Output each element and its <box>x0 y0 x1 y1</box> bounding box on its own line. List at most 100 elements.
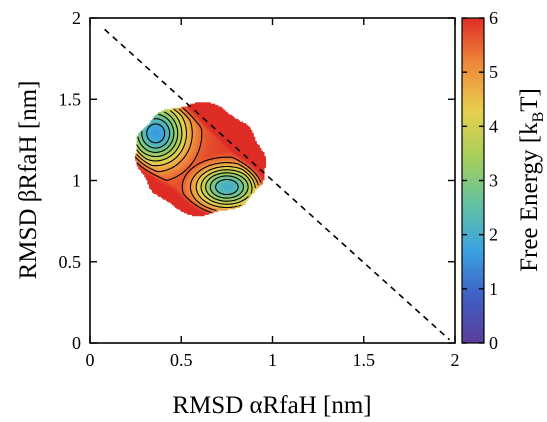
surface-cell <box>191 141 194 143</box>
surface-cell <box>208 124 211 127</box>
surface-cell <box>220 200 224 203</box>
surface-cell <box>158 165 161 168</box>
surface-cell <box>199 128 202 131</box>
surface-cell <box>228 185 231 188</box>
surface-cell <box>220 183 224 186</box>
surface-cell <box>262 172 265 175</box>
surface-cell <box>227 170 230 172</box>
surface-cell <box>185 181 188 184</box>
surface-cell <box>250 146 253 149</box>
surface-cell <box>150 127 153 130</box>
surface-cell <box>159 145 162 148</box>
surface-cell <box>233 164 236 167</box>
surface-cell <box>173 135 176 138</box>
surface-cell <box>196 113 199 116</box>
surface-cell <box>231 182 234 185</box>
surface-cell <box>161 187 164 190</box>
surface-cell <box>207 121 210 124</box>
surface-cell <box>191 121 194 124</box>
surface-cell <box>231 141 234 143</box>
surface-cell <box>182 136 185 139</box>
surface-cell <box>184 156 187 159</box>
surface-cell <box>207 175 210 178</box>
surface-cell <box>227 134 230 137</box>
surface-cell <box>167 170 170 172</box>
surface-cell <box>207 138 210 141</box>
surface-cell <box>164 134 167 137</box>
surface-cell <box>239 124 242 127</box>
surface-cell <box>247 175 250 178</box>
surface-cell <box>213 175 216 178</box>
surface-cell <box>155 125 158 128</box>
surface-cell <box>230 167 233 170</box>
surface-cell <box>201 120 204 123</box>
surface-cell <box>153 168 156 171</box>
surface-cell <box>168 117 171 120</box>
surface-cell <box>153 116 156 119</box>
surface-cell <box>242 150 245 153</box>
surface-cell <box>165 131 168 134</box>
surface-cell <box>231 181 234 184</box>
surface-cell <box>208 210 211 213</box>
surface-cell <box>185 170 188 172</box>
surface-cell <box>228 149 231 152</box>
surface-cell <box>171 145 175 148</box>
surface-cell <box>182 154 185 157</box>
surface-cell <box>170 117 173 120</box>
surface-cell <box>197 152 201 155</box>
surface-cell <box>254 158 257 161</box>
surface-cell <box>227 207 230 210</box>
surface-cell <box>211 141 214 143</box>
surface-cell <box>181 120 184 123</box>
surface-cell <box>196 201 199 204</box>
surface-cell <box>230 150 233 153</box>
surface-cell <box>227 183 230 186</box>
surface-cell <box>216 124 219 127</box>
surface-cell <box>237 196 240 199</box>
surface-cell <box>159 142 162 145</box>
surface-cell <box>231 138 234 141</box>
surface-cell <box>231 185 234 188</box>
surface-cell <box>155 154 158 157</box>
surface-cell <box>219 170 222 172</box>
surface-cell <box>148 168 152 171</box>
surface-cell <box>213 134 216 137</box>
surface-cell <box>201 196 204 199</box>
surface-cell <box>211 138 214 141</box>
surface-cell <box>184 200 187 203</box>
surface-cell <box>155 157 158 160</box>
surface-cell <box>155 143 158 146</box>
surface-cell <box>251 189 254 192</box>
surface-cell <box>259 172 262 175</box>
surface-cell <box>193 156 196 159</box>
surface-cell <box>151 127 155 130</box>
surface-cell <box>164 150 167 153</box>
surface-cell <box>201 167 204 170</box>
surface-cell <box>231 200 234 203</box>
surface-cell <box>234 193 237 196</box>
surface-cell <box>208 185 211 188</box>
surface-cell <box>222 194 225 197</box>
surface-cell <box>227 164 230 167</box>
surface-cell <box>214 134 217 137</box>
surface-cell <box>151 136 155 139</box>
surface-cell <box>239 185 242 188</box>
surface-cell <box>164 132 167 135</box>
surface-cell <box>161 194 164 197</box>
surface-cell <box>156 153 159 156</box>
surface-cell <box>184 183 187 186</box>
surface-cell <box>185 174 188 177</box>
surface-cell <box>254 170 257 172</box>
surface-cell <box>196 164 199 167</box>
surface-cell <box>248 189 251 192</box>
surface-cell <box>253 168 256 171</box>
surface-cell <box>187 163 190 166</box>
surface-cell <box>242 129 245 132</box>
surface-cell <box>161 143 164 146</box>
surface-cell <box>179 163 182 166</box>
surface-cell <box>142 129 145 132</box>
surface-cell <box>191 200 194 203</box>
surface-cell <box>191 183 194 186</box>
surface-cell <box>182 160 185 163</box>
surface-cell <box>188 139 191 142</box>
